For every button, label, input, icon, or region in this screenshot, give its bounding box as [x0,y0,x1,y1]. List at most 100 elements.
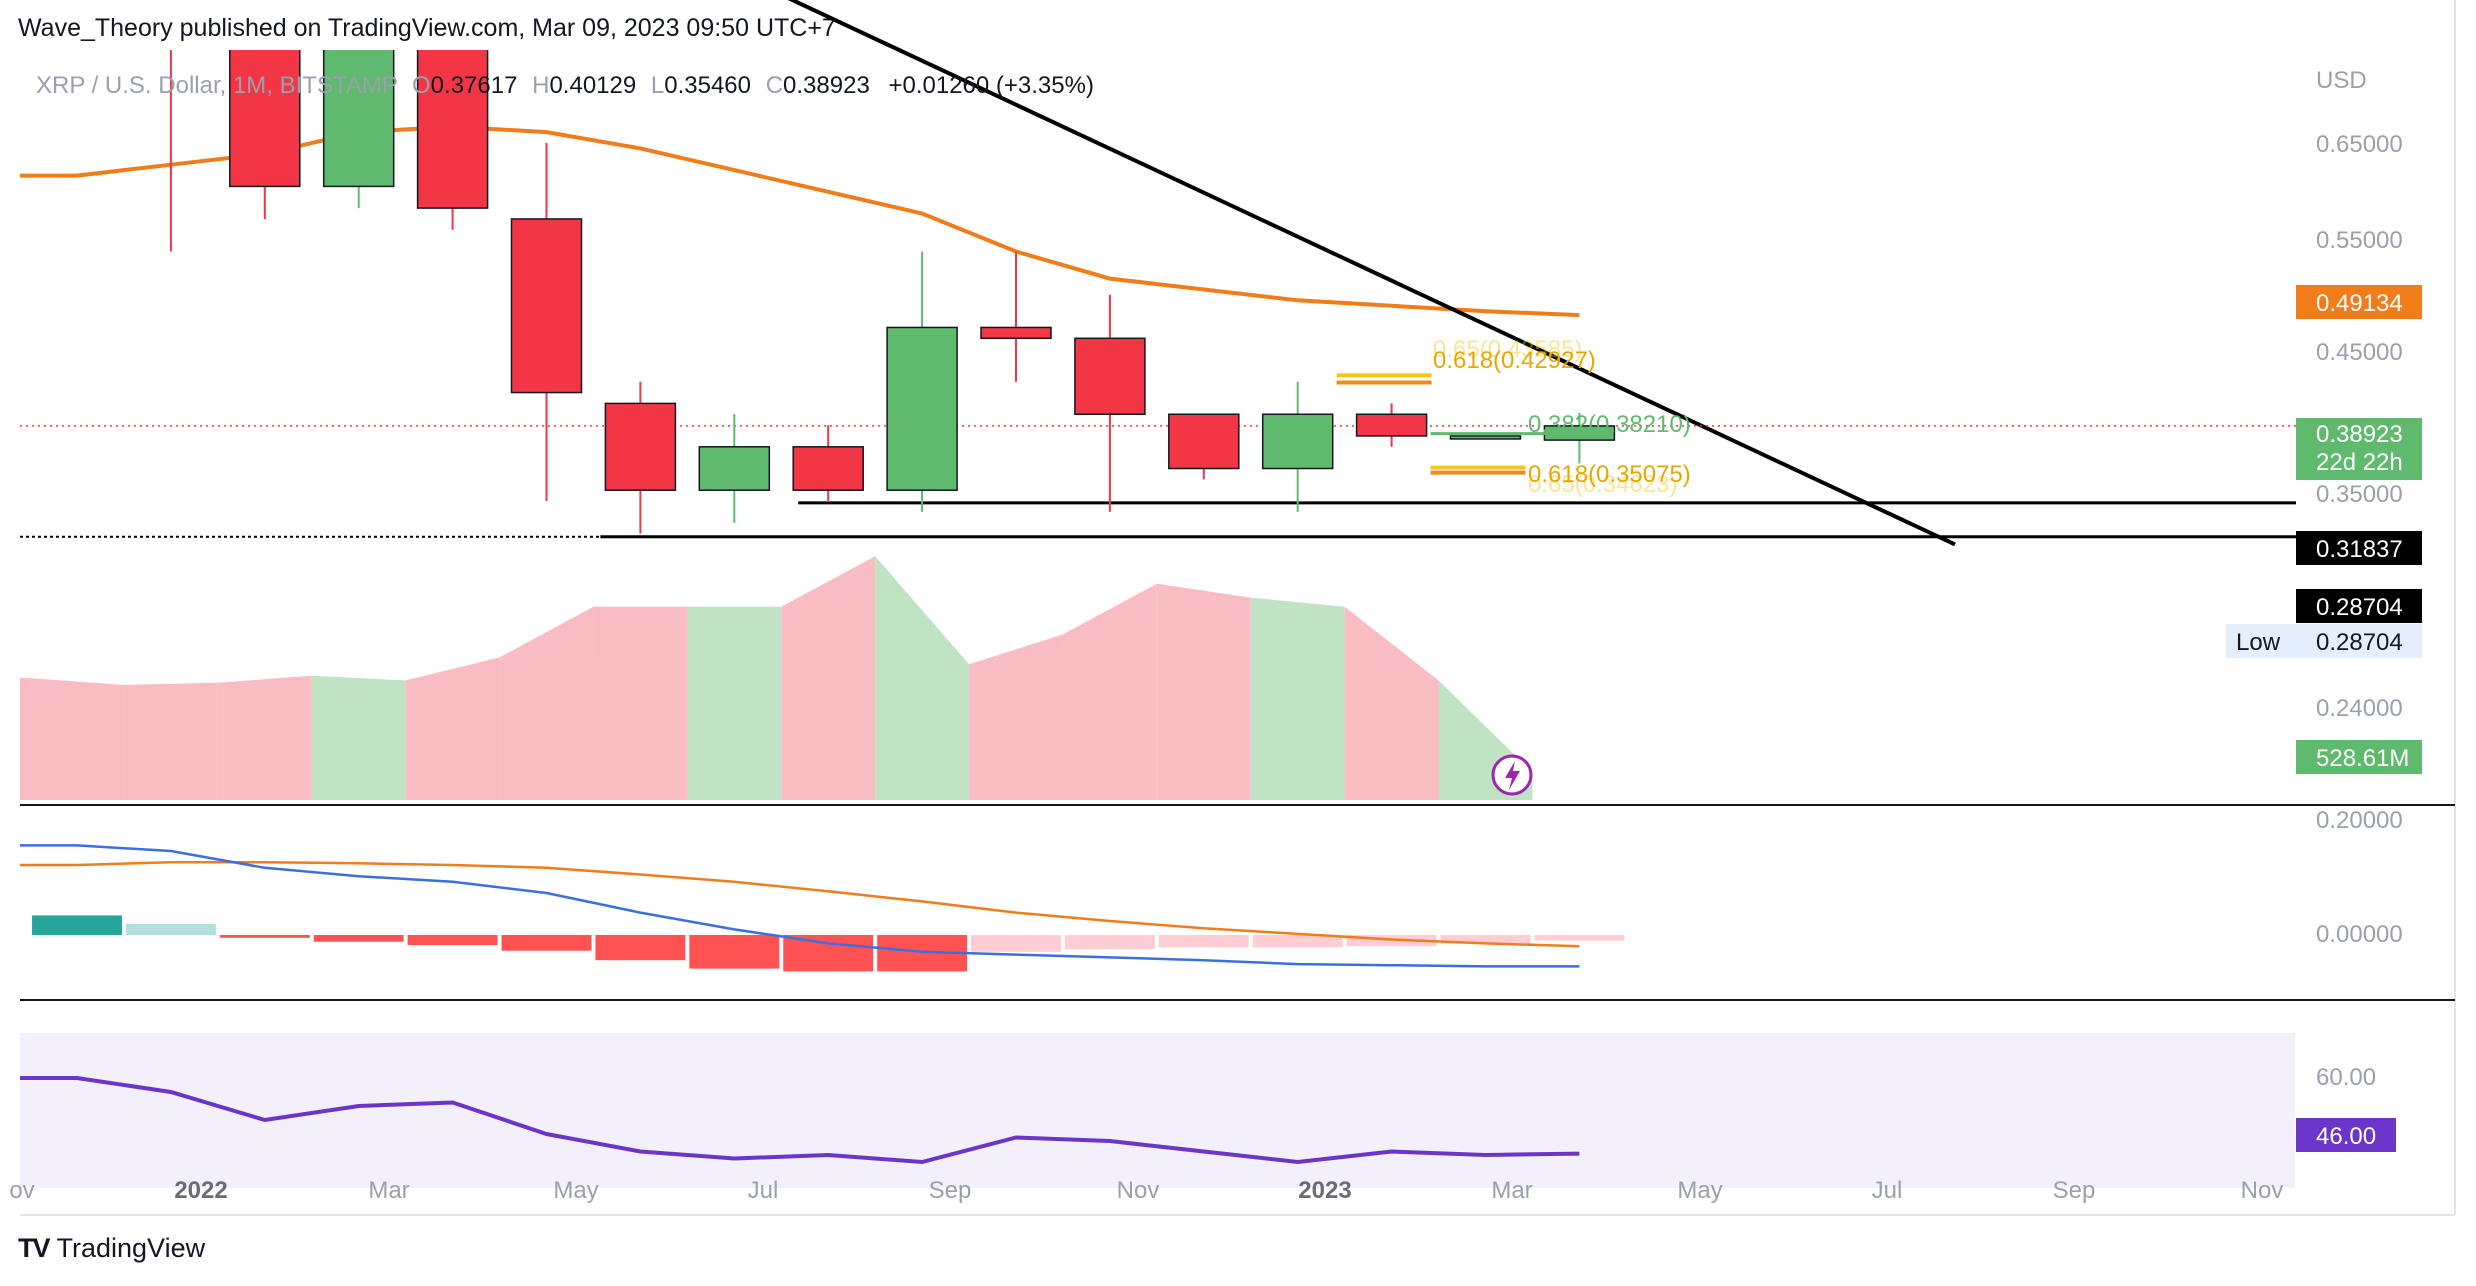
candle [1261,381,1334,512]
price-tick: 0.00000 [2316,921,2403,948]
legend-change: +0.01260 (+3.35%) [888,72,1094,99]
legend-c-value: 0.38923 [783,72,870,99]
time-axis-label: Mar [1491,1177,1532,1204]
price-tick: 0.45000 [2316,339,2403,366]
candle [1074,294,1146,512]
legend-o-label: O [412,72,431,99]
macd-line [20,844,1580,968]
macd-histogram-bar [1440,935,1531,944]
tradingview-footer: TV TradingView [18,1233,205,1264]
time-axis-label: May [553,1177,598,1204]
rsi-indicator [20,1076,1580,1165]
legend-ohlc: O0.37617 H0.40129 L0.35460 C0.38923 +0.0… [412,72,1094,99]
volume-value-tag: 528.61M [2296,740,2422,774]
price-tick: 0.24000 [2316,695,2403,722]
volume-segment [1156,583,1251,800]
rsi-line [20,1076,1580,1165]
volume-segment [20,678,31,800]
legend-h-value: 0.40129 [549,72,636,99]
candle [322,50,395,209]
rsi-tag-text: 46.00 [2316,1123,2376,1150]
legend-l-value: 0.35460 [664,72,751,99]
descending-trendline [787,0,1956,547]
macd-histogram-bar [595,935,686,961]
time-axis-label: 2022 [174,1177,227,1204]
volume-segment [969,634,1063,800]
low-label: Low [2236,629,2281,656]
macd-histogram-bar [125,923,216,935]
volume-segment [1344,606,1439,800]
volume-segment [1062,583,1157,800]
support1-tag-text: 0.31837 [2316,536,2403,563]
fib-label-mid: 0.382(0.38210) [1528,411,1691,438]
volume-segment [687,606,782,800]
macd-histogram-bar [1064,935,1155,949]
volume-area [20,556,1533,800]
legend-o-value: 0.37617 [431,72,518,99]
last-price-text: 0.38923 [2316,421,2403,448]
low-value: 0.28704 [2316,629,2403,656]
time-axis-labels: ov 2022 Mar May Jul Sep Nov 2023 Mar May Jul Sep Nov [9,1177,2283,1204]
macd-histogram-bar [783,935,874,972]
macd-histogram-bar [1534,935,1625,941]
candle [698,414,771,523]
ema-price-tag: 0.49134 [2296,285,2422,319]
candlestick-series [169,50,1616,534]
candle [604,381,677,534]
macd-histogram-bar [1252,935,1343,948]
fibonacci-levels: 0.65(0.43585)0.618(0.42927) 0.382(0.38210… [1336,336,1691,498]
candle [792,425,864,502]
axis-currency: USD [2316,67,2367,94]
time-axis-label: Jul [1872,1177,1903,1204]
volume-tag-text: 528.61M [2316,745,2409,772]
candle [1449,435,1522,440]
tradingview-logo-icon: TV [18,1233,50,1263]
support2-price-tag: 0.28704 [2296,589,2422,623]
time-axis-label: Sep [2053,1177,2096,1204]
fib-label-top-a: 0.65(0.43585) [1433,336,1582,363]
macd-histogram-bar [407,935,498,946]
rsi-pane-background [20,1033,2295,1188]
price-tick: 0.35000 [2316,481,2403,508]
volume-segment [311,675,406,800]
time-axis-label: Mar [368,1177,409,1204]
macd-histogram-bar [689,935,780,969]
time-axis-label: Nov [1117,1177,1160,1204]
fib-label-top-b: 0.618(0.42927) [1433,347,1596,374]
candle [510,143,583,502]
volume-segment [875,556,970,800]
macd-signal-line [20,860,1580,948]
volume-segment [405,657,500,800]
volume-segment [30,678,124,800]
macd-histogram-bar [971,935,1061,952]
candle [980,251,1052,382]
candle [416,50,489,230]
rsi-value-tag: 46.00 [2296,1118,2396,1152]
volume-segment [123,682,218,800]
candle [169,50,172,252]
volume-segment [593,606,688,800]
support2-tag-text: 0.28704 [2316,594,2403,621]
publisher-header: Wave_Theory published on TradingView.com… [18,14,836,42]
macd-histogram-bar [1158,935,1249,948]
rsi-axis-tick: 60.00 [2316,1064,2376,1091]
lightning-icon[interactable] [1491,754,1533,796]
price-tick: 0.55000 [2316,227,2403,254]
legend-c-label: C [766,72,783,99]
time-axis-label: 2023 [1298,1177,1351,1204]
macd-histogram-bar [219,935,310,938]
candle [1355,403,1428,447]
price-tick: 0.65000 [2316,131,2403,158]
volume-segment [1250,597,1345,800]
support1-price-tag: 0.31837 [2296,531,2422,565]
last-price-tag: 0.38923 22d 22h [2296,418,2422,480]
macd-histogram-bar [32,915,122,935]
time-axis-label: Nov [2241,1177,2284,1204]
volume-segment [499,606,594,800]
ema-tag-text: 0.49134 [2316,290,2403,317]
tradingview-brand: TradingView [56,1233,206,1263]
macd-indicator [20,844,1625,972]
candle [229,50,301,219]
macd-histogram-bar [501,935,592,951]
